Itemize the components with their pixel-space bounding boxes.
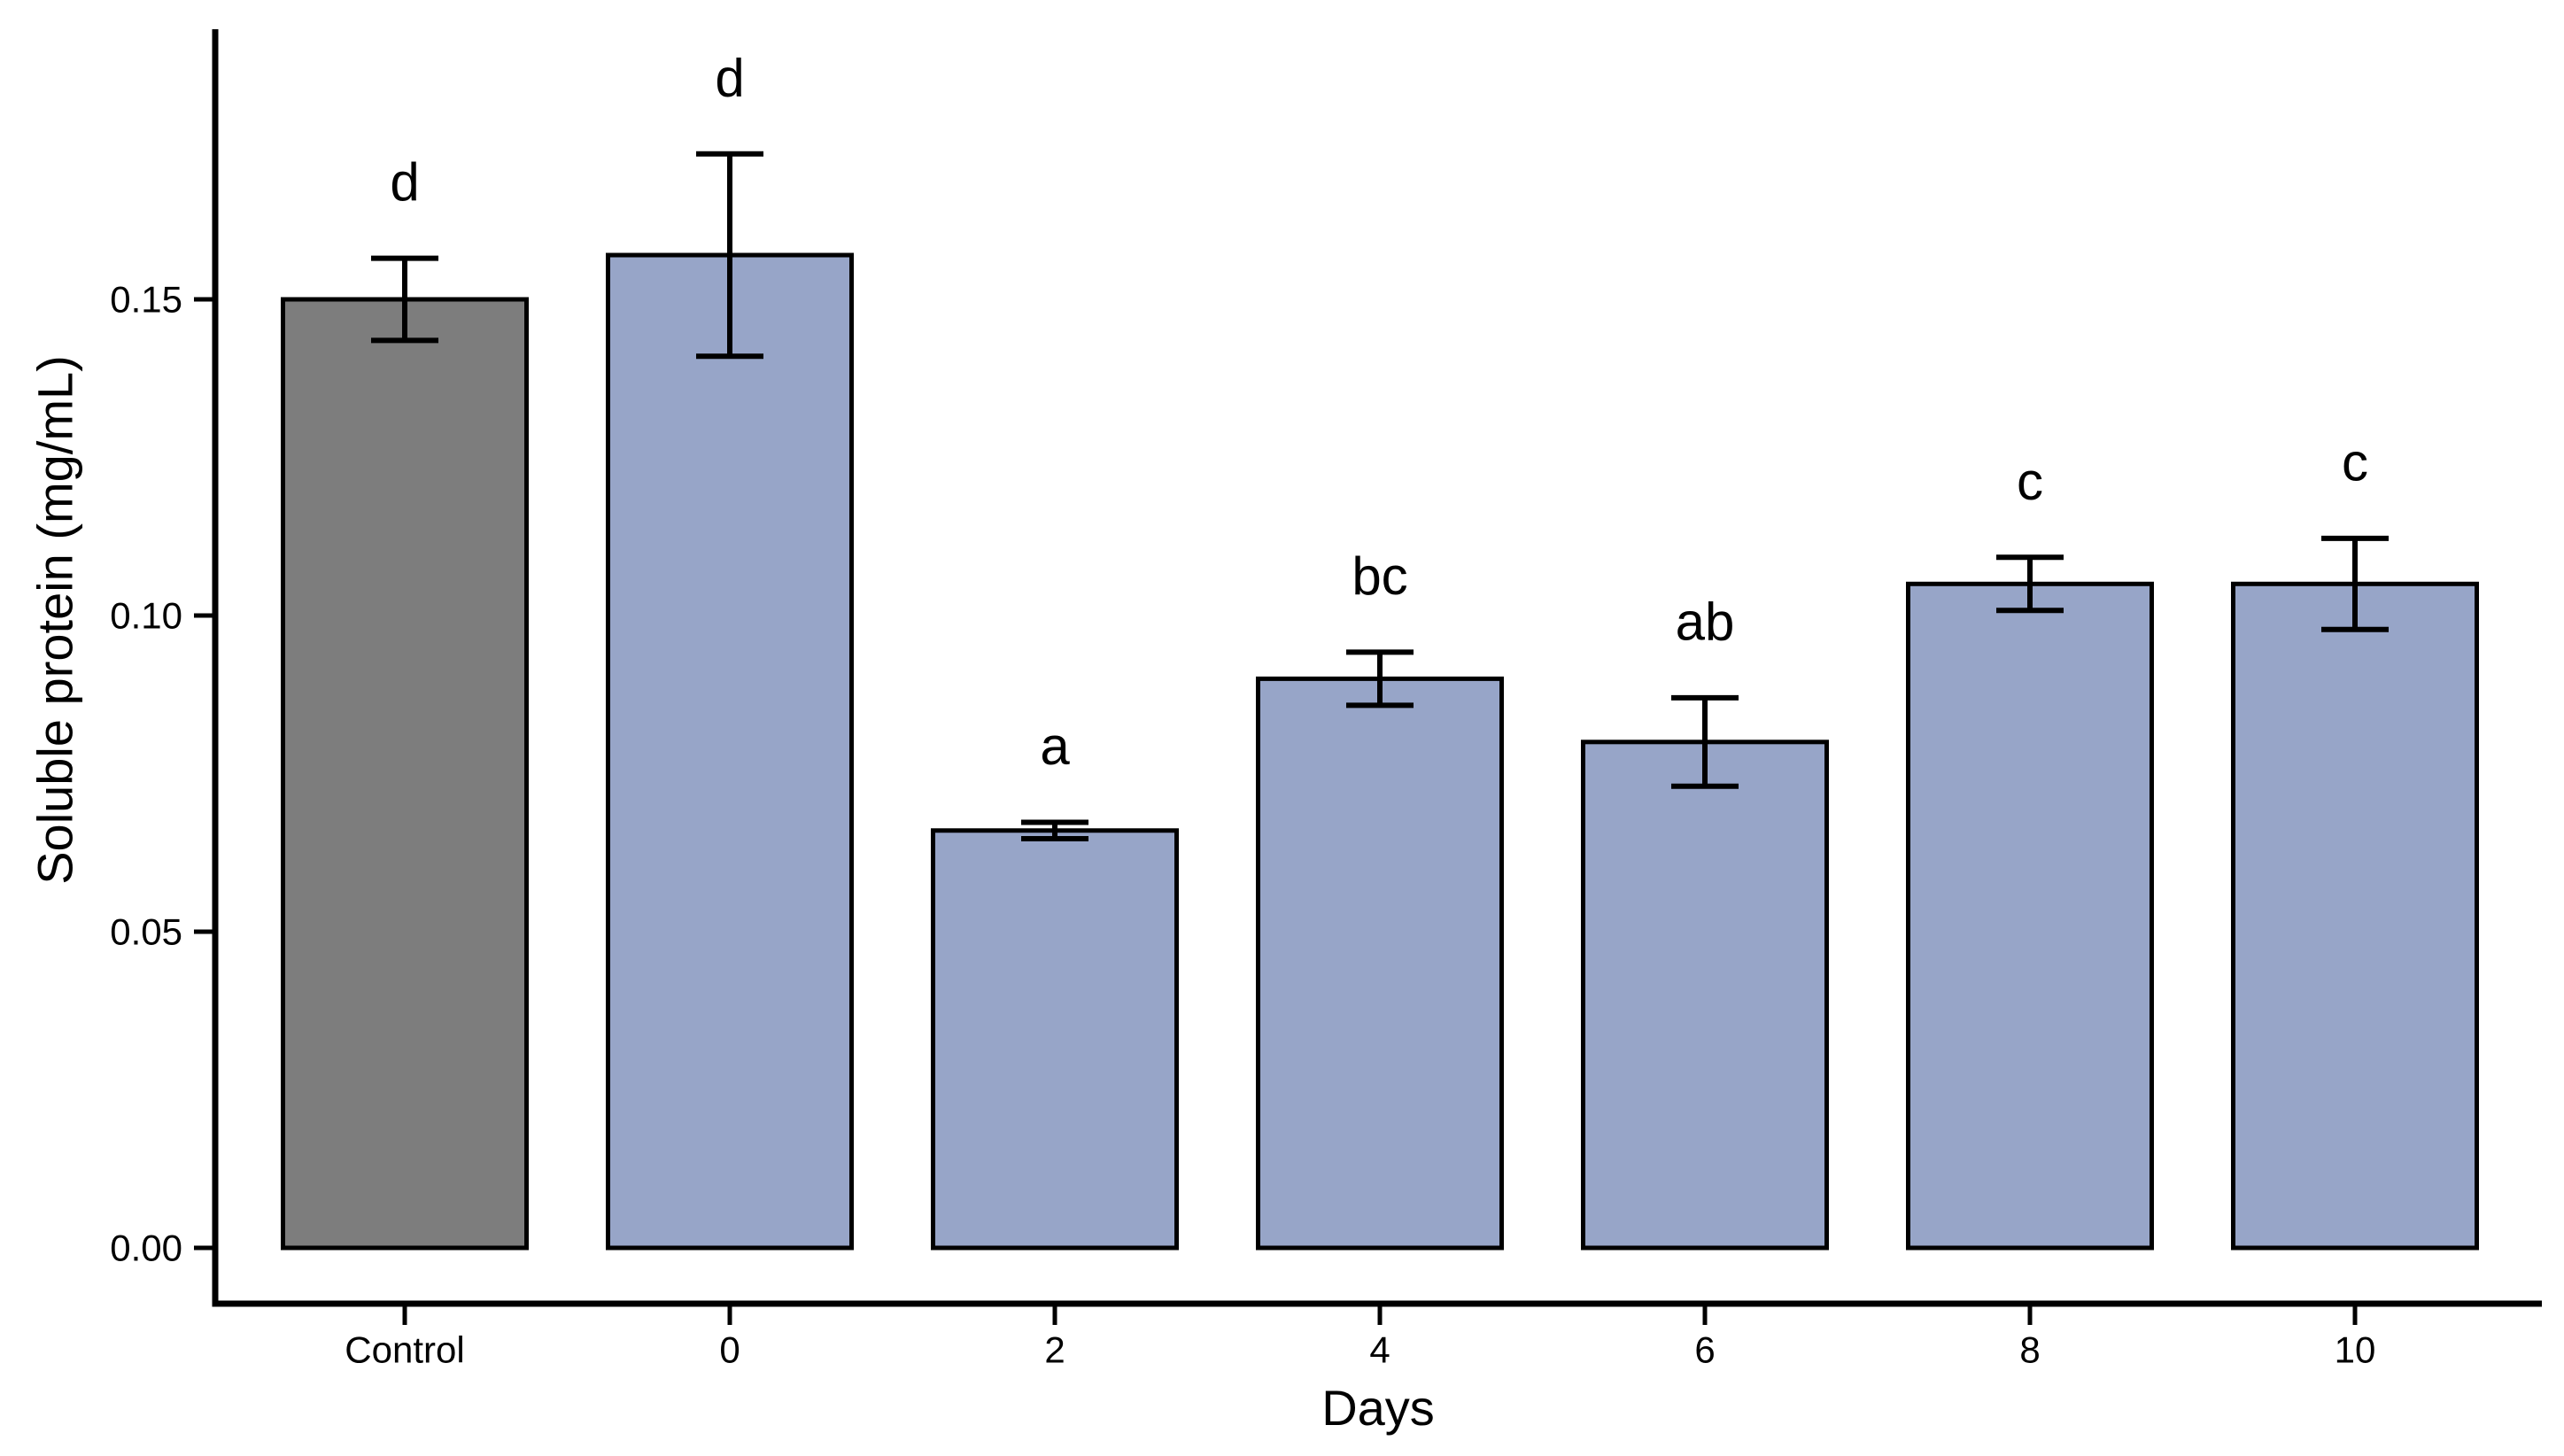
significance-letter-0: d bbox=[715, 48, 744, 107]
x-tick-label-control: Control bbox=[345, 1328, 464, 1370]
y-axis-title: Soluble protein (mg/mL) bbox=[27, 355, 83, 885]
bars-layer bbox=[281, 252, 2479, 1251]
error-bar-0 bbox=[696, 151, 763, 360]
x-tick-label-8: 8 bbox=[2019, 1328, 2040, 1370]
significance-letter-2: a bbox=[1040, 716, 1070, 776]
significance-letter-8: c bbox=[2017, 452, 2043, 511]
bar-6 bbox=[1581, 740, 1829, 1251]
x-tick-label-0: 0 bbox=[719, 1328, 740, 1370]
error-bar-2 bbox=[1021, 819, 1088, 842]
y-tick-label-0.05: 0.05 bbox=[110, 911, 182, 953]
x-tick-label-2: 2 bbox=[1044, 1328, 1065, 1370]
bar-4 bbox=[1256, 676, 1504, 1251]
y-tick-label-0.15: 0.15 bbox=[110, 279, 182, 321]
error-bar-4 bbox=[1346, 649, 1414, 709]
error-bar-10 bbox=[2321, 535, 2389, 632]
x-tick-label-4: 4 bbox=[1369, 1328, 1390, 1370]
x-tick-label-6: 6 bbox=[1694, 1328, 1715, 1370]
error-bar-6 bbox=[1671, 694, 1739, 789]
significance-letter-4: bc bbox=[1352, 546, 1407, 606]
significance-letter-10: c bbox=[2342, 432, 2368, 492]
error-bar-control bbox=[371, 255, 438, 344]
significance-letter-6: ab bbox=[1676, 592, 1735, 651]
bar-10 bbox=[2231, 581, 2479, 1251]
axes-layer bbox=[194, 29, 2542, 1325]
bar-2 bbox=[931, 828, 1179, 1251]
significance-letter-control: d bbox=[390, 152, 419, 212]
bar-0 bbox=[606, 252, 854, 1251]
bar-8 bbox=[1906, 581, 2154, 1251]
x-axis-title: Days bbox=[1321, 1380, 1435, 1436]
error-bar-8 bbox=[1996, 554, 2064, 614]
y-tick-label-0.10: 0.10 bbox=[110, 595, 182, 637]
x-tick-label-10: 10 bbox=[2335, 1328, 2376, 1370]
error-bars-layer bbox=[371, 151, 2389, 842]
bar-control bbox=[281, 297, 529, 1251]
tick-labels-layer: Control 0 2 4 6 8 10 0.00 0.05 0.10 0.15 bbox=[110, 279, 2375, 1371]
y-tick-label-0.00: 0.00 bbox=[110, 1228, 182, 1269]
